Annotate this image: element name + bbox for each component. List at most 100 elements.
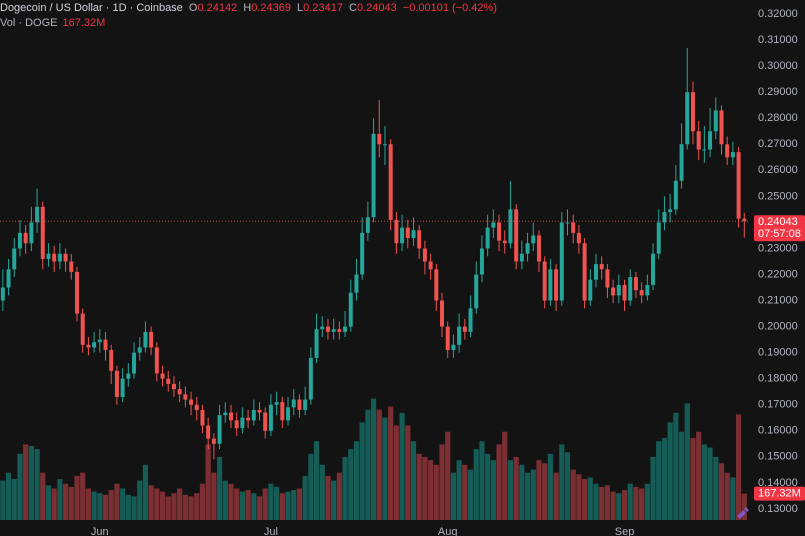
volume-bar: [610, 491, 616, 520]
candle-body: [468, 308, 473, 332]
y-tick-label: 0.26000: [758, 164, 798, 176]
volume-bar: [131, 496, 137, 520]
volume-bar: [553, 472, 559, 520]
volume-bar: [639, 488, 645, 520]
volume-bar: [587, 477, 593, 520]
volume-bar: [325, 475, 331, 520]
volume-bar: [68, 486, 74, 520]
candle-body: [137, 347, 142, 353]
candle-body: [673, 180, 678, 210]
volume-bar: [445, 431, 451, 520]
candle-body: [74, 271, 79, 314]
candle-body: [149, 331, 154, 348]
volume-bar: [399, 412, 405, 520]
candle-body: [559, 222, 564, 301]
volume-label: Vol · DOGE: [0, 17, 58, 29]
volume-bar: [416, 453, 422, 520]
tool-icon: [737, 507, 749, 519]
symbol-title: Dogecoin / US Dollar · 1D · Coinbase: [0, 2, 183, 14]
volume-bar: [319, 464, 325, 520]
x-tick-label: Jul: [264, 526, 278, 536]
candle-body: [736, 152, 741, 219]
candle-body: [548, 269, 553, 301]
candle-body: [297, 399, 302, 410]
volume-bar: [0, 480, 6, 520]
candle-body: [325, 326, 330, 332]
volume-bar: [62, 483, 69, 520]
volume-bar: [222, 480, 228, 520]
candle-body: [320, 326, 325, 330]
candle-body: [479, 248, 484, 275]
volume-bar: [393, 425, 399, 520]
volume-bar: [108, 490, 114, 520]
volume-bar: [650, 456, 656, 520]
y-tick-label: 0.21000: [758, 294, 798, 306]
candle-body: [40, 206, 45, 259]
candle-body: [257, 409, 262, 413]
candle-body: [280, 402, 285, 421]
volume-bar: [85, 488, 92, 520]
candle-body: [668, 209, 673, 213]
volume-bar: [11, 479, 17, 520]
volume-bar: [656, 441, 662, 520]
candle-body: [206, 425, 211, 439]
candle-body: [576, 232, 581, 244]
y-tick-label: 0.22000: [758, 268, 798, 280]
candle-body: [354, 274, 359, 293]
y-tick-label: 0.15000: [758, 451, 798, 463]
y-tick-label: 0.30000: [758, 60, 798, 72]
volume-bar: [5, 472, 12, 520]
price-change: −0.00101 (−0.42%): [402, 2, 497, 14]
candle-body: [132, 352, 137, 374]
candle-body: [314, 329, 319, 358]
candle-body: [377, 133, 382, 145]
candle-body: [411, 230, 416, 239]
volume-bar: [718, 463, 725, 520]
volume-bar: [667, 422, 673, 520]
candle-body: [422, 248, 427, 262]
candle-body: [0, 287, 5, 301]
candle-body: [360, 232, 365, 275]
candle-body: [497, 222, 502, 241]
volume-bar: [102, 494, 109, 520]
candle-body: [536, 235, 541, 262]
volume-bar: [74, 475, 80, 520]
candle-body: [52, 253, 57, 262]
volume-bar: [713, 456, 719, 520]
volume-bar: [576, 474, 582, 520]
candle-body: [348, 292, 353, 327]
candle-body: [35, 206, 40, 223]
volume-bar: [97, 493, 103, 520]
volume-bar: [34, 449, 40, 520]
candle-body: [440, 300, 445, 327]
candle-body: [611, 287, 616, 296]
candle-body: [57, 253, 62, 262]
candle-body: [189, 399, 194, 405]
candle-body: [46, 253, 51, 259]
candle-body: [725, 144, 730, 158]
y-tick-label: 0.19000: [758, 347, 798, 359]
candle-body: [400, 227, 405, 244]
volume-bar: [479, 441, 485, 520]
candle-body: [599, 264, 604, 270]
candle-body: [80, 313, 85, 345]
volume-bar: [262, 488, 268, 520]
candle-body: [542, 261, 547, 301]
volume-bar: [542, 463, 548, 520]
volume-bar: [296, 488, 303, 520]
candle-body: [246, 417, 251, 421]
candle-body: [234, 420, 239, 429]
volume-bar: [690, 438, 696, 520]
ohlc-key: L: [297, 2, 304, 14]
volume-bar: [216, 456, 223, 520]
volume-value: 167.32M: [62, 17, 106, 29]
volume-bar: [205, 444, 211, 520]
volume-bar: [564, 452, 571, 520]
ohlc-value: 0.24043: [356, 2, 397, 14]
volume-bar: [308, 453, 314, 520]
y-tick-label: 0.32000: [758, 8, 798, 20]
volume-bar: [519, 464, 525, 520]
candle-body: [451, 344, 456, 351]
volume-bar: [570, 469, 576, 520]
